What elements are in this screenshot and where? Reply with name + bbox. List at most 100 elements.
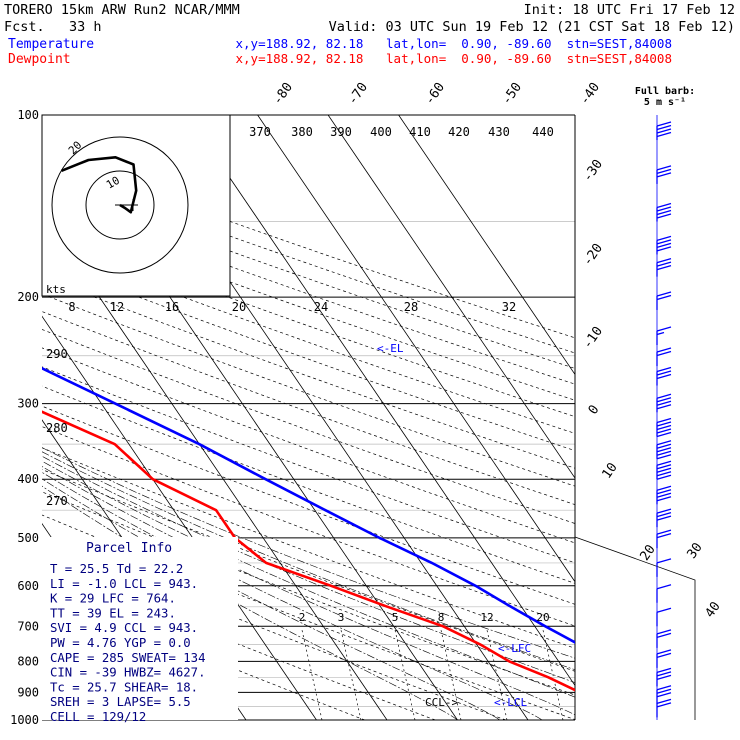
theta-label-400: 400 xyxy=(370,125,392,139)
wind-barb xyxy=(656,460,672,480)
isotherm-label: 30 xyxy=(684,540,705,561)
mixing-ratio-line xyxy=(340,629,362,720)
dewpoint-profile xyxy=(42,410,575,692)
parcel-path xyxy=(662,705,715,720)
parcel-info-row: Tc = 25.7 SHEAR= 18. xyxy=(50,680,198,694)
pressure-label-800: 800 xyxy=(17,654,39,668)
isotherm-label: -50 xyxy=(499,80,525,108)
isotherm-label: 10 xyxy=(599,460,620,481)
isotherm-label: 0 xyxy=(586,402,603,417)
ccl-marker: CCL-> xyxy=(425,696,458,709)
wind-barb xyxy=(656,698,672,718)
theta-label-380: 380 xyxy=(291,125,313,139)
parcel-info-row: T = 25.5 Td = 22.2 xyxy=(50,562,183,576)
wind-barb xyxy=(656,584,672,603)
moist-adiabat xyxy=(42,472,543,720)
wind-barb xyxy=(656,202,672,222)
mixing-ratio-line xyxy=(301,629,323,720)
hodo-ring-label-10: 10 xyxy=(104,174,122,192)
wind-barb xyxy=(656,165,672,184)
wind-barb xyxy=(656,326,672,346)
theta-left-label-290: 290 xyxy=(46,347,68,361)
theta-label-430: 430 xyxy=(488,125,510,139)
pressure-label-900: 900 xyxy=(17,685,39,699)
dewpoint-legend: Dewpoint xyxy=(8,52,71,67)
theta-left-label-280: 280 xyxy=(46,421,68,435)
wind-barb xyxy=(656,440,672,460)
wind-barb xyxy=(656,291,672,310)
parcel-info-row: TT = 39 EL = 243. xyxy=(50,606,176,620)
plot-right-extension xyxy=(574,536,696,720)
mixing-ratio-line xyxy=(394,629,416,720)
parcel-info-rows: T = 25.5 Td = 22.2LI = -1.0 LCL = 943.K … xyxy=(50,562,205,724)
theta-label-410: 410 xyxy=(409,125,431,139)
mixing-ratio-label-12: 12 xyxy=(480,611,493,624)
mixing-ratio-line xyxy=(440,629,462,720)
lcl-marker: <-LCL xyxy=(494,696,527,709)
isotherm-label: -10 xyxy=(580,324,606,352)
pressure-label-300: 300 xyxy=(17,397,39,411)
isotherm xyxy=(186,115,575,687)
parcel-info-row: K = 29 LFC = 764. xyxy=(50,592,176,606)
pressure-label-600: 600 xyxy=(17,579,39,593)
theta-label-420: 420 xyxy=(448,125,470,139)
isotherm-label: -80 xyxy=(270,80,296,108)
mixing-ratio-line xyxy=(486,629,508,720)
parcel-info-row: SVI = 4.9 CCL = 943. xyxy=(50,621,198,635)
el-marker: <-EL xyxy=(377,342,404,355)
isotherm xyxy=(42,315,317,720)
mixing-ratio-label-3: 3 xyxy=(338,611,345,624)
wind-barb xyxy=(656,649,672,668)
dry-adiabat xyxy=(42,426,575,627)
hodo-speed-label-24: 24 xyxy=(314,300,328,314)
dry-adiabat xyxy=(42,211,575,401)
dewpoint-location: x,y=188.92, 82.18 lat,lon= 0.90, -89.60 … xyxy=(236,51,673,66)
pressure-label-200: 200 xyxy=(17,290,39,304)
wind-barb xyxy=(656,508,672,528)
hodo-speed-label-16: 16 xyxy=(165,300,179,314)
hodo-speed-label-20: 20 xyxy=(232,300,246,314)
isotherm xyxy=(398,115,575,376)
temperature-legend: Temperature xyxy=(8,37,94,52)
isotherm-label: -20 xyxy=(580,241,606,269)
wind-barb xyxy=(656,629,672,648)
parcel-info-row: SREH = 3 LAPSE= 5.5 xyxy=(50,695,191,709)
dry-adiabat xyxy=(42,276,575,469)
wind-barb xyxy=(656,235,672,255)
isotherm-label: 20 xyxy=(637,542,658,563)
isotherm xyxy=(257,115,575,583)
parcel-info-row: CELL = 129/12 xyxy=(50,710,146,724)
parcel-info-box: Parcel Info T = 25.5 Td = 22.2LI = -1.0 … xyxy=(42,537,238,724)
valid-time: Valid: 03 UTC Sun 19 Feb 12 (21 CST Sat … xyxy=(329,19,735,35)
pressure-label-400: 400 xyxy=(17,472,39,486)
hodograph-trace xyxy=(61,156,138,214)
wind-barb xyxy=(656,393,672,413)
dry-adiabat xyxy=(42,447,575,649)
dry-adiabat xyxy=(42,329,575,524)
parcel-info-row: CIN = -39 HWBZ= 4627. xyxy=(50,666,205,680)
hodo-ring-10 xyxy=(85,170,155,240)
dry-adiabat xyxy=(42,563,436,720)
hodo-speed-label-8: 8 xyxy=(68,300,75,314)
parcel-info-row: PW = 4.76 YGP = 0.0 xyxy=(50,636,191,650)
isotherm-label: -60 xyxy=(422,80,448,108)
forecast-hour: Fcst. 33 h xyxy=(4,19,102,35)
mixing-ratio-label-20: 20 xyxy=(536,611,549,624)
hodo-ring-20 xyxy=(51,136,189,274)
wind-barb xyxy=(656,366,672,386)
isotherm-label: 40 xyxy=(702,599,723,620)
pressure-label-1000: 1000 xyxy=(10,713,39,727)
pressure-label-500: 500 xyxy=(17,531,39,545)
hodo-unit-label: kts xyxy=(46,283,66,296)
hodo-speed-label-32: 32 xyxy=(502,300,516,314)
dry-adiabat xyxy=(42,227,575,418)
init-time: Init: 18 UTC Fri 17 Feb 12 xyxy=(524,2,735,18)
lfc-marker: <-LFC xyxy=(498,642,531,655)
temperature-location: x,y=188.92, 82.18 lat,lon= 0.90, -89.60 … xyxy=(236,36,673,51)
wind-barb xyxy=(656,417,672,438)
theta-label-370: 370 xyxy=(249,125,271,139)
isotherm-label: -30 xyxy=(580,157,606,185)
header: TORERO 15km ARW Run2 NCAR/MMM Init: 18 U… xyxy=(4,2,735,108)
